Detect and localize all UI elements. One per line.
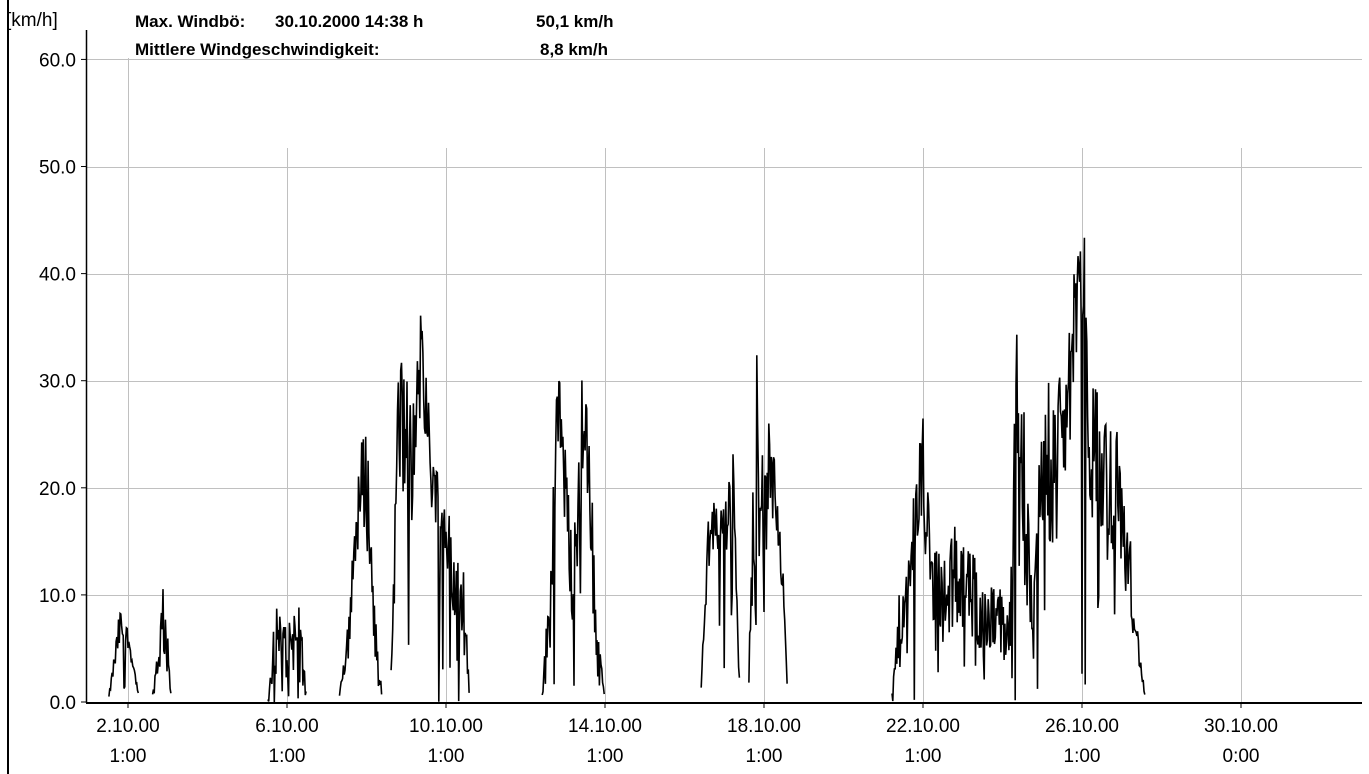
wind-speed-series xyxy=(267,607,307,703)
x-tick-label-date: 26.10.00 xyxy=(1045,716,1119,737)
max-gust-value: 50,1 km/h xyxy=(536,12,614,31)
x-tick-label-date: 22.10.00 xyxy=(886,716,960,737)
y-axis-unit-label: [km/h] xyxy=(6,10,58,31)
x-tick-label-time: 1:00 xyxy=(746,746,783,767)
y-tick-label: 30.0 xyxy=(39,372,76,393)
wind-speed-series xyxy=(700,454,741,688)
wind-speed-series xyxy=(891,237,1146,702)
x-tick-label-date: 2.10.00 xyxy=(96,716,159,737)
x-tick-label-date: 6.10.00 xyxy=(255,716,318,737)
max-gust-label: Max. Windbö: xyxy=(135,12,246,31)
y-tick-label: 0.0 xyxy=(50,693,76,714)
mean-speed-value: 8,8 km/h xyxy=(540,40,609,59)
x-tick-label-date: 18.10.00 xyxy=(727,716,801,737)
x-tick-label-time: 1:00 xyxy=(905,746,942,767)
x-tick-label-time: 0:00 xyxy=(1223,746,1260,767)
mean-speed-label: Mittlere Windgeschwindigkeit: xyxy=(135,40,380,59)
wind-speed-series xyxy=(338,436,383,696)
y-tick-label: 50.0 xyxy=(39,158,76,179)
y-tick-label: 10.0 xyxy=(39,586,76,607)
x-tick-label-time: 1:00 xyxy=(110,746,147,767)
max-gust-datetime: 30.10.2000 14:38 h xyxy=(275,12,424,31)
y-tick-label: 20.0 xyxy=(39,479,76,500)
y-tick-label: 60.0 xyxy=(39,50,76,71)
x-tick-label-time: 1:00 xyxy=(587,746,624,767)
x-tick-label-time: 1:00 xyxy=(428,746,465,767)
wind-speed-series xyxy=(541,380,605,696)
wind-speed-series xyxy=(748,355,788,684)
wind-speed-series xyxy=(108,611,140,697)
x-tick-label-date: 10.10.00 xyxy=(409,716,483,737)
x-tick-label-date: 30.10.00 xyxy=(1204,716,1278,737)
wind-speed-series xyxy=(390,315,470,702)
x-tick-label-date: 14.10.00 xyxy=(568,716,642,737)
x-tick-label-time: 1:00 xyxy=(1064,746,1101,767)
wind-speed-series xyxy=(151,589,172,695)
window-left-border xyxy=(7,0,9,774)
x-tick-label-time: 1:00 xyxy=(269,746,306,767)
y-tick-label: 40.0 xyxy=(39,265,76,286)
